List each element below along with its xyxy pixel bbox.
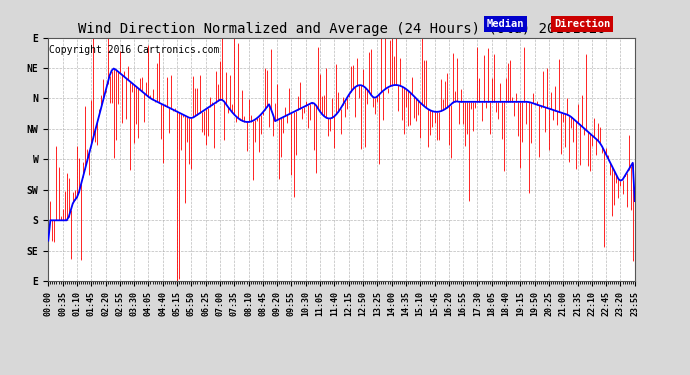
Text: Direction: Direction bbox=[554, 19, 610, 29]
Title: Wind Direction Normalized and Average (24 Hours) (Old) 20161020: Wind Direction Normalized and Average (2… bbox=[78, 22, 605, 36]
Text: Median: Median bbox=[487, 19, 524, 29]
Text: Copyright 2016 Cartronics.com: Copyright 2016 Cartronics.com bbox=[49, 45, 219, 55]
